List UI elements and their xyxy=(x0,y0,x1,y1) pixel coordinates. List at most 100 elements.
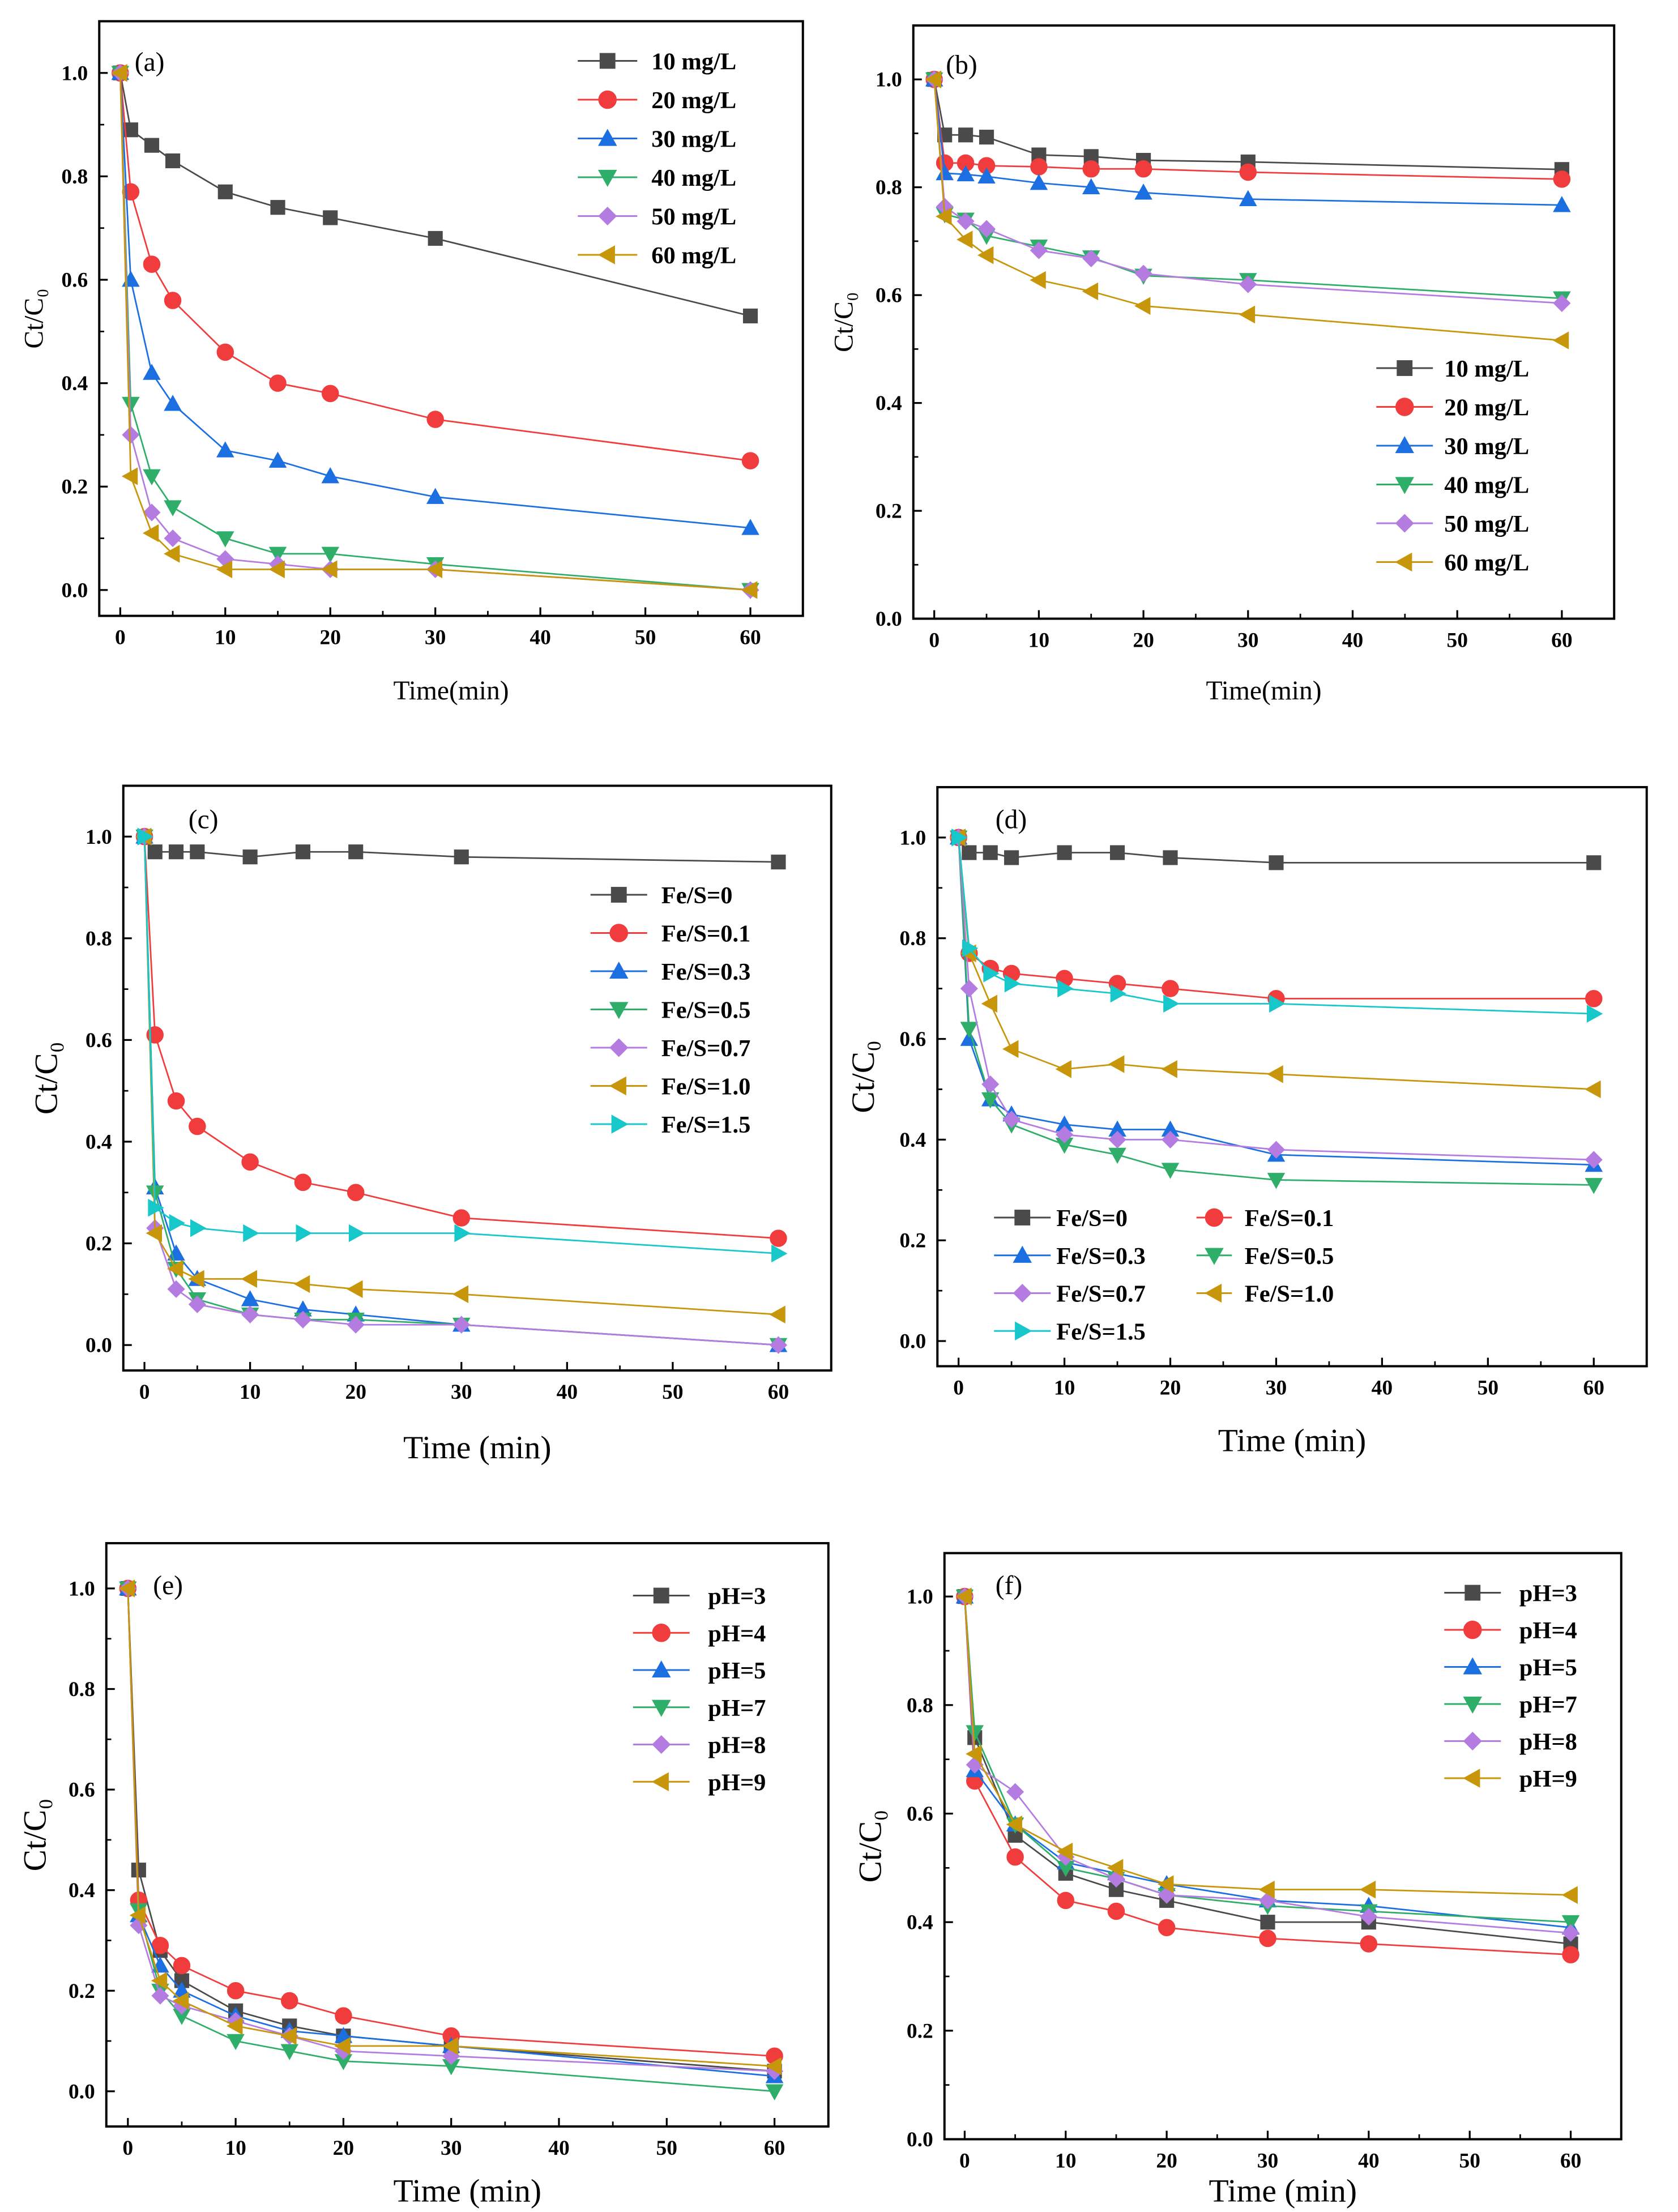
data-point xyxy=(268,451,287,468)
data-point xyxy=(454,1224,471,1242)
series-line xyxy=(964,1596,1571,1923)
data-point xyxy=(765,2057,782,2076)
legend-marker-triangle-up-icon xyxy=(1013,1245,1032,1263)
legend-marker-square-icon xyxy=(1014,1210,1031,1225)
legend-marker-square-icon xyxy=(610,887,627,903)
data-point xyxy=(216,343,234,361)
data-point xyxy=(741,519,759,535)
data-point xyxy=(1056,1842,1073,1861)
data-point xyxy=(1110,984,1127,1003)
data-point xyxy=(1267,1065,1283,1083)
data-point xyxy=(1163,850,1178,865)
data-point xyxy=(347,1280,363,1299)
plot-frame xyxy=(912,24,1616,620)
data-point xyxy=(1239,305,1256,324)
legend-label: 40 mg/L xyxy=(651,165,736,191)
x-tick-label: 0 xyxy=(959,2150,970,2173)
legend-entry: pH=5 xyxy=(633,1658,766,1684)
data-point xyxy=(428,230,443,246)
panel-label: (b) xyxy=(946,50,977,80)
series-line xyxy=(127,1588,775,2077)
data-point xyxy=(1360,1908,1378,1926)
data-point xyxy=(1107,1859,1124,1877)
data-point xyxy=(143,503,161,522)
data-point xyxy=(348,1224,365,1242)
legend-entry: 60 mg/L xyxy=(1376,550,1529,577)
x-tick-label: 30 xyxy=(451,1381,472,1404)
data-point xyxy=(241,1270,257,1288)
y-tick-label: 1.0 xyxy=(899,826,926,849)
data-point xyxy=(1161,1060,1177,1078)
legend-label: Fe/S=0.7 xyxy=(661,1035,751,1062)
x-tick-label: 60 xyxy=(768,1381,789,1404)
data-point xyxy=(951,829,968,847)
legend-label: Fe/S=1.5 xyxy=(661,1112,751,1138)
data-point xyxy=(957,230,973,249)
x-axis-title: Time(min) xyxy=(393,676,509,706)
legend-label: pH=9 xyxy=(708,1769,766,1796)
legend-entry: pH=8 xyxy=(1444,1729,1577,1756)
legend-entry: pH=9 xyxy=(633,1769,766,1796)
legend-label: pH=8 xyxy=(708,1732,766,1759)
x-tick-label: 20 xyxy=(319,626,341,650)
data-point xyxy=(1552,331,1569,349)
legend-marker-square-icon xyxy=(653,1587,669,1604)
y-tick-label: 1.0 xyxy=(876,69,902,92)
legend-label: pH=8 xyxy=(1519,1729,1577,1756)
plot-frame xyxy=(105,1541,830,2128)
data-point xyxy=(243,1224,259,1242)
data-point xyxy=(962,845,977,860)
legend-entry: pH=7 xyxy=(633,1695,766,1722)
x-tick-label: 50 xyxy=(635,626,656,650)
legend-entry: pH=9 xyxy=(1444,1766,1577,1792)
x-tick-label: 10 xyxy=(1028,629,1050,652)
y-tick-label: 0.8 xyxy=(899,927,926,950)
legend-marker-diamond-icon xyxy=(1463,1731,1482,1751)
legend-label: 10 mg/L xyxy=(651,49,736,75)
series-line xyxy=(933,79,1562,341)
data-point xyxy=(1134,264,1152,283)
legend-marker-diamond-icon xyxy=(1013,1283,1032,1303)
data-point xyxy=(296,1224,312,1242)
data-point xyxy=(1562,1924,1580,1942)
data-point xyxy=(1161,1130,1180,1148)
legend-label: Fe/S=0.1 xyxy=(661,921,751,947)
x-tick-label: 30 xyxy=(1257,2150,1279,2173)
data-point xyxy=(268,560,285,579)
legend-entry: Fe/S=0.5 xyxy=(590,997,750,1024)
legend-marker-triangle-up-icon xyxy=(651,1660,671,1678)
series-line xyxy=(127,1588,775,2057)
x-tick-label: 20 xyxy=(333,2137,355,2160)
y-tick-label: 0.2 xyxy=(61,476,88,499)
y-tick-label: 0.8 xyxy=(907,1694,933,1717)
data-point xyxy=(1109,845,1125,860)
legend-entry: pH=3 xyxy=(1444,1581,1577,1607)
data-point xyxy=(1258,1880,1275,1899)
y-tick-label: 0.0 xyxy=(907,2128,933,2151)
legend-label: Fe/S=0.3 xyxy=(661,959,751,985)
legend-label: Fe/S=1.0 xyxy=(1245,1281,1334,1308)
y-tick-label: 0.6 xyxy=(61,269,88,292)
data-point xyxy=(323,210,338,225)
legend-marker-triangle-up-icon xyxy=(597,129,617,146)
data-point xyxy=(1006,1815,1022,1834)
data-point xyxy=(1239,275,1257,293)
data-point xyxy=(164,500,182,516)
legend-marker-triangle-left-icon xyxy=(597,245,615,264)
data-point xyxy=(769,1336,788,1354)
data-point xyxy=(962,939,979,958)
data-point xyxy=(173,1957,191,1975)
legend-entry: Fe/S=1.0 xyxy=(1196,1281,1334,1308)
data-point xyxy=(293,1275,310,1293)
series-pH-5 xyxy=(955,1587,1580,1935)
x-tick-label: 40 xyxy=(530,626,551,650)
y-axis-title: Ct/C₀ xyxy=(829,292,859,352)
legend-marker-square-icon xyxy=(599,53,616,69)
data-point xyxy=(1586,1005,1603,1023)
legend-entry: pH=4 xyxy=(1444,1617,1577,1644)
data-point xyxy=(1002,1111,1021,1129)
data-point xyxy=(426,560,443,579)
legend-marker-circle-icon xyxy=(609,924,628,942)
y-tick-label: 0.0 xyxy=(61,579,88,602)
legend-label: pH=5 xyxy=(1519,1655,1577,1681)
